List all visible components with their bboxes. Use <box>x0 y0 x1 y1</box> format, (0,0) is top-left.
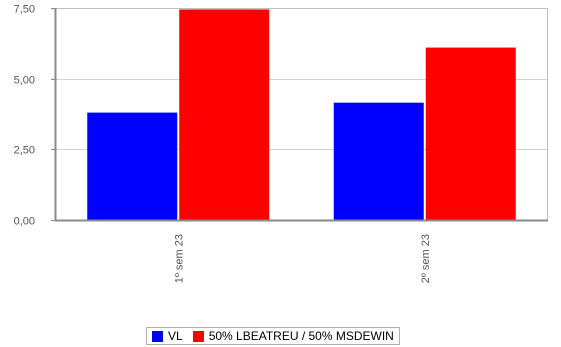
y-tick-labels: 0,00 2,50 5,00 7,50 <box>14 4 35 228</box>
bar-benchmark-2 <box>425 47 516 220</box>
x-category-label: 1º sem 23 <box>173 234 185 283</box>
y-tick-label: 7,50 <box>14 4 35 16</box>
bar-vl-1 <box>87 112 178 220</box>
axes <box>51 8 548 222</box>
legend-item-vl: VL <box>152 329 183 343</box>
y-tick-label: 5,00 <box>14 75 35 87</box>
legend-item-benchmark: 50% LBEATREU / 50% MSDEWIN <box>192 329 394 343</box>
legend-label-vl: VL <box>168 329 183 343</box>
legend: VL 50% LBEATREU / 50% MSDEWIN <box>146 327 400 345</box>
bar-vl-2 <box>333 102 424 220</box>
y-tick-label: 2,50 <box>14 145 35 157</box>
bar-benchmark-1 <box>179 9 270 221</box>
legend-swatch-benchmark <box>192 330 204 342</box>
x-category-label: 2º sem 23 <box>420 234 432 283</box>
y-tick-label: 0,00 <box>14 216 35 228</box>
category-labels: 1º sem 23 2º sem 23 <box>173 234 432 283</box>
legend-swatch-vl <box>152 330 163 342</box>
legend-label-benchmark: 50% LBEATREU / 50% MSDEWIN <box>208 329 394 343</box>
bars <box>87 9 516 221</box>
